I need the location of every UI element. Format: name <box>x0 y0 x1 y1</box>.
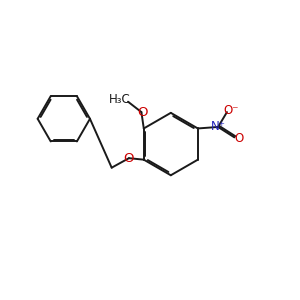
Text: H₃C: H₃C <box>109 93 130 106</box>
Text: O⁻: O⁻ <box>224 104 239 117</box>
Text: N⁺: N⁺ <box>211 121 226 134</box>
Text: O: O <box>235 132 244 146</box>
Text: O: O <box>138 106 148 118</box>
Text: O: O <box>124 152 134 165</box>
